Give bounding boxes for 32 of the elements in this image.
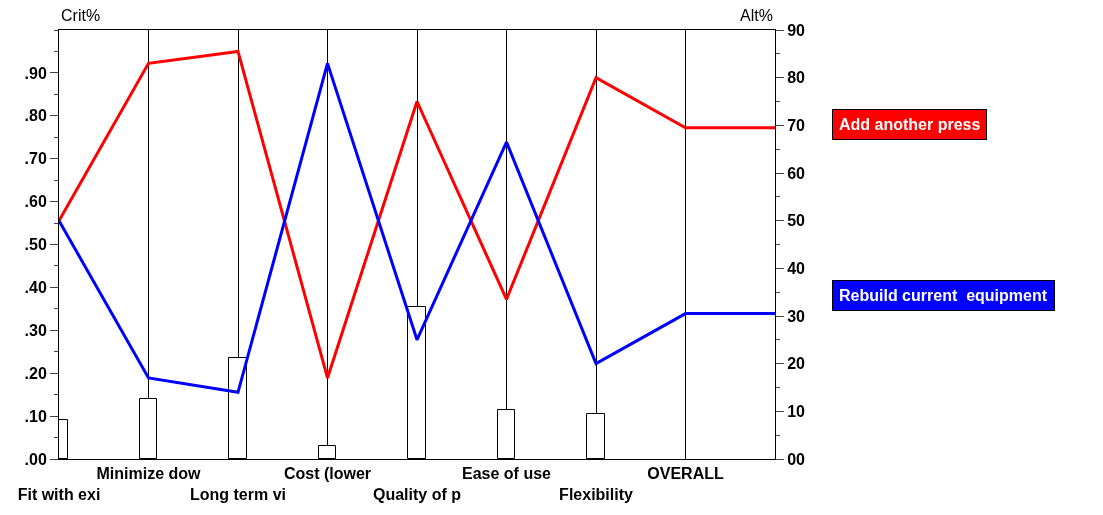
y2-tick-label: 70 bbox=[787, 116, 806, 134]
text: Add another press bbox=[839, 116, 981, 133]
y2-tick-label: 00 bbox=[787, 450, 806, 468]
y2-tick-label: 90 bbox=[787, 21, 806, 39]
x-tick-label: Ease of use bbox=[462, 465, 552, 483]
text: Rebuild current equipment bbox=[839, 287, 1048, 304]
y-tick-label: .90 bbox=[24, 64, 47, 82]
x-tick-label: Quality of p bbox=[373, 486, 462, 503]
y-axis-title: Crit% bbox=[61, 7, 101, 24]
x-tick-label: Cost (lower bbox=[283, 465, 372, 483]
y-tick-label: .10 bbox=[24, 407, 47, 425]
y-tick-label: .80 bbox=[24, 107, 47, 125]
y2-tick-label: 40 bbox=[787, 259, 806, 277]
y-tick-label: .40 bbox=[24, 279, 47, 296]
y2-tick-label: 10 bbox=[787, 402, 806, 420]
x-tick-label: Long term vi bbox=[189, 486, 287, 503]
x-tick-label: Flexibility bbox=[559, 486, 633, 503]
y2-tick-label: 30 bbox=[787, 307, 806, 325]
y-tick-label: .50 bbox=[24, 236, 47, 254]
y-tick-label: .30 bbox=[24, 321, 47, 339]
y-tick-label: .00 bbox=[24, 450, 47, 468]
y2-tick-label: 60 bbox=[787, 164, 806, 182]
y-tick-label: .60 bbox=[24, 193, 47, 211]
x-tick-label: OVERALL bbox=[647, 465, 724, 483]
y2-axis-title: Alt% bbox=[740, 7, 773, 24]
y2-tick-label: 20 bbox=[787, 355, 806, 373]
y2-tick-label: 50 bbox=[787, 212, 806, 230]
y-tick-label: .70 bbox=[24, 150, 47, 168]
x-tick-label: Minimize dow bbox=[96, 465, 202, 483]
y-tick-label: .20 bbox=[24, 364, 47, 382]
y2-tick-label: 80 bbox=[787, 69, 806, 87]
x-tick-label: Fit with exi bbox=[17, 486, 101, 503]
